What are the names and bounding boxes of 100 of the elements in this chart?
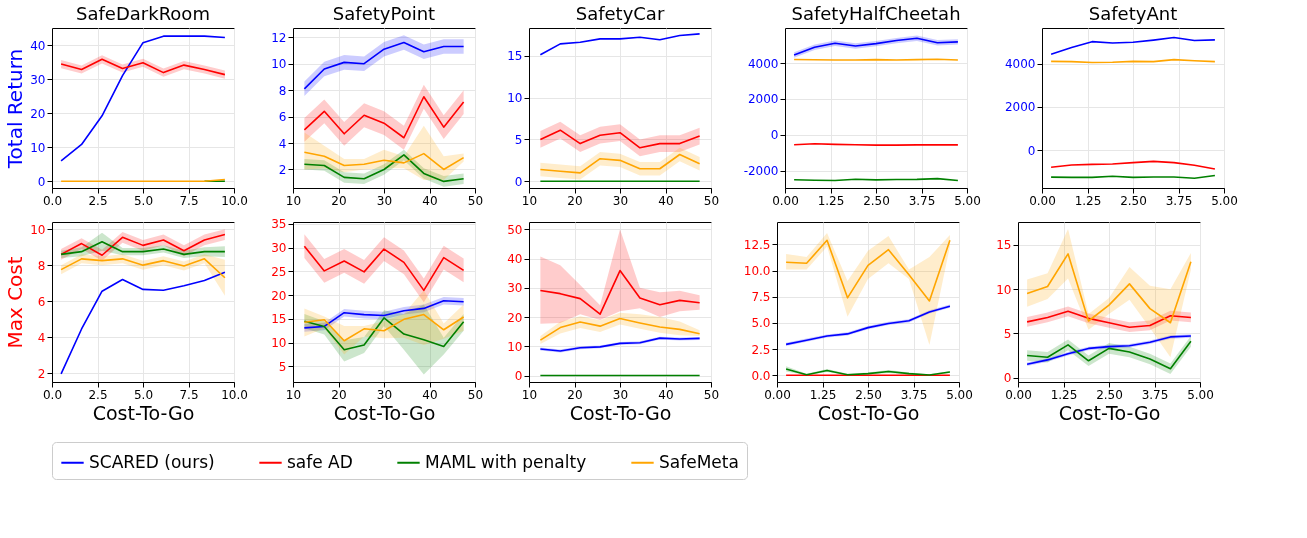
x-axis-title: Cost-To-Go <box>333 401 436 424</box>
x-tick-label: 2.50 <box>863 193 890 208</box>
y-tick-label: 40 <box>30 38 46 53</box>
y-tick-label: 30 <box>30 72 46 87</box>
x-tick-label: 30 <box>376 387 393 402</box>
y-tick-label: 0 <box>1003 371 1012 386</box>
line-series <box>303 95 465 139</box>
line-series <box>303 245 465 292</box>
x-tick-label: 40 <box>658 193 674 208</box>
x-tick-label: 5.00 <box>1211 193 1238 208</box>
x-axis-title: Cost-To-Go <box>92 401 195 424</box>
chart-title: SafetyAnt <box>1088 3 1178 24</box>
y-tick-label: 6 <box>37 294 46 309</box>
x-tick-label: 5.00 <box>946 387 973 402</box>
x-tick-label: 5.0 <box>133 387 154 402</box>
y-tick-label: 5 <box>278 359 287 374</box>
x-tick-label: 30 <box>612 387 629 402</box>
line-series <box>303 41 465 90</box>
x-tick-label: 30 <box>612 193 629 208</box>
x-tick-label: 20 <box>331 387 347 402</box>
y-tick-label: 10 <box>507 91 523 106</box>
line-series <box>1050 36 1216 56</box>
x-axis-title: Cost-To-Go <box>817 401 920 424</box>
y-tick-label: 4 <box>278 136 287 151</box>
y-tick-label: 2 <box>278 162 287 177</box>
line-series <box>60 258 226 279</box>
y-tick-label: 12.5 <box>743 237 771 252</box>
y-tick-label: 15 <box>507 49 523 64</box>
y-tick-label: 0.0 <box>751 368 771 383</box>
line-series <box>60 35 226 162</box>
x-tick-label: 2.50 <box>1120 193 1147 208</box>
x-axis-title: Cost-To-Go <box>569 401 672 424</box>
legend-label: MAML with penalty <box>425 451 587 472</box>
y-tick-label: 4000 <box>747 56 779 71</box>
line-series <box>1026 253 1192 324</box>
x-tick-label: 1.25 <box>1074 193 1102 208</box>
x-tick-label: 2.5 <box>88 387 108 402</box>
legend-label: SafeMeta <box>659 451 739 472</box>
y-tick-label: 25 <box>271 264 287 279</box>
x-tick-label: 3.75 <box>1141 387 1169 402</box>
x-tick-label: 50 <box>703 387 720 402</box>
y-tick-label: 5.0 <box>751 316 771 331</box>
x-tick-label: 1.25 <box>809 387 837 402</box>
x-tick-label: 0.00 <box>772 193 799 208</box>
y-tick-label: 10 <box>271 57 287 72</box>
y-tick-label: -2000 <box>743 164 779 179</box>
x-tick-label: 10.0 <box>221 387 248 402</box>
x-tick-label: 5.0 <box>133 193 154 208</box>
x-tick-label: 1.25 <box>817 193 845 208</box>
y-tick-label: 5 <box>514 132 523 147</box>
y-tick-label: 30 <box>271 241 287 256</box>
y-tick-label: 50 <box>507 222 523 237</box>
y-tick-label: 2.5 <box>751 342 771 357</box>
y-tick-label: 12 <box>271 30 287 45</box>
y-tick-label: 20 <box>507 310 523 325</box>
chart-title: SafetyHalfCheetah <box>791 3 961 24</box>
y-axis-title: Total Return <box>3 48 28 170</box>
line-series <box>1026 310 1192 328</box>
line-series <box>785 239 951 302</box>
chart-title: SafeDarkRoom <box>76 3 210 24</box>
y-tick-label: 4000 <box>1004 57 1036 72</box>
x-tick-label: 10.0 <box>221 193 248 208</box>
y-tick-label: 35 <box>271 217 287 232</box>
x-tick-label: 40 <box>658 387 674 402</box>
chart-title: SafetyCar <box>575 3 665 24</box>
line-series <box>303 154 465 183</box>
x-tick-label: 0.00 <box>1029 193 1056 208</box>
y-tick-label: 20 <box>30 106 46 121</box>
y-tick-label: 0 <box>514 174 523 189</box>
x-tick-label: 0.00 <box>764 387 791 402</box>
y-tick-label: 15 <box>996 238 1012 253</box>
x-tick-label: 20 <box>567 387 583 402</box>
x-tick-label: 40 <box>422 387 438 402</box>
y-tick-label: 0 <box>514 369 523 384</box>
line-series <box>303 313 465 342</box>
y-tick-label: 2000 <box>747 92 779 107</box>
x-tick-label: 5.00 <box>1187 387 1214 402</box>
y-tick-label: 2000 <box>1004 100 1036 115</box>
y-tick-label: 0 <box>770 128 779 143</box>
y-tick-label: 10 <box>507 339 523 354</box>
y-tick-label: 8 <box>278 83 287 98</box>
y-tick-label: 10 <box>30 222 46 237</box>
line-series <box>539 129 701 149</box>
line-series <box>539 269 701 315</box>
x-tick-label: 5.00 <box>954 193 981 208</box>
legend-label: SCARED (ours) <box>89 451 215 472</box>
line-series <box>539 33 701 56</box>
x-tick-label: 20 <box>331 193 347 208</box>
y-tick-label: 0 <box>37 174 46 189</box>
x-tick-label: 7.5 <box>179 193 199 208</box>
x-tick-label: 3.75 <box>1165 193 1193 208</box>
x-tick-label: 40 <box>422 193 438 208</box>
y-tick-label: 6 <box>278 110 287 125</box>
y-axis-title: Max Cost <box>3 256 28 349</box>
y-tick-label: 30 <box>507 281 523 296</box>
chart-title: SafetyPoint <box>332 3 436 24</box>
y-tick-label: 2 <box>37 366 46 381</box>
x-tick-label: 2.50 <box>1096 387 1123 402</box>
y-tick-label: 40 <box>507 252 523 267</box>
y-tick-label: 20 <box>271 288 287 303</box>
